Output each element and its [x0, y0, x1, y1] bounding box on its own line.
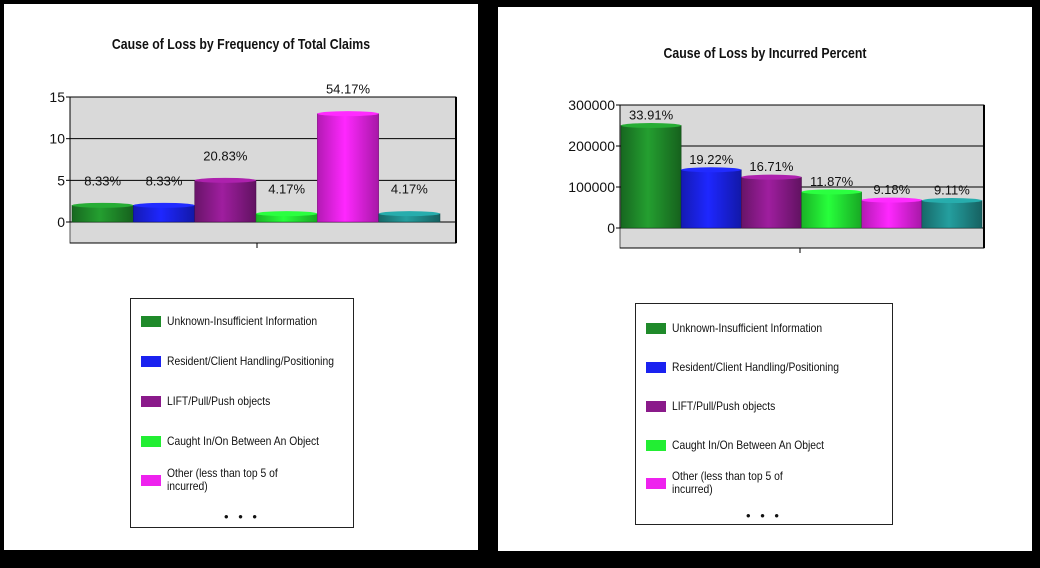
y-tick-label: 0 [607, 220, 615, 236]
bar [620, 125, 682, 229]
legend-more: • • • [746, 508, 782, 523]
data-label: 20.83% [203, 148, 248, 163]
data-label: 8.33% [84, 173, 121, 188]
legend-item: Resident/Client Handling/Positioning [646, 361, 866, 374]
bar [801, 191, 862, 229]
bar-chart-frequency: 15 10 5 0 8.33% 8.33% 20.83% 4.17% 54.17% 4.17% [49, 82, 457, 248]
y-tick-label: 10 [49, 131, 65, 147]
data-label: 16.71% [749, 159, 794, 174]
y-tick-label: 100000 [568, 179, 615, 195]
legend-item: LIFT/Pull/Push objects [646, 400, 792, 413]
chart-panel-frequency: Cause of Loss by Frequency of Total Clai… [4, 4, 478, 550]
legend-incurred: Unknown-Insufficient Information Residen… [635, 303, 893, 525]
data-label: 4.17% [268, 182, 305, 197]
legend-more: • • • [224, 509, 260, 524]
bar-top [72, 202, 134, 208]
bar-top [861, 197, 922, 203]
bar [680, 169, 742, 229]
legend-item: Unknown-Insufficient Information [141, 315, 342, 328]
chart-title: Cause of Loss by Frequency of Total Clai… [111, 36, 371, 53]
bar [861, 199, 923, 229]
chart-title: Cause of Loss by Incurred Percent [663, 45, 867, 62]
bar-top [921, 198, 982, 204]
legend-swatch [646, 440, 666, 451]
legend-item: Caught In/On Between An Object [646, 439, 849, 452]
legend-item: Resident/Client Handling/Positioning [141, 355, 361, 368]
data-label: 8.33% [146, 173, 183, 188]
data-label: 9.18% [873, 182, 910, 197]
legend-frequency: Unknown-Insufficient Information Residen… [130, 298, 354, 528]
data-label: 11.87% [810, 174, 854, 189]
bar-top [133, 202, 195, 208]
bar-top [681, 167, 742, 173]
bar-top [621, 123, 682, 128]
legend-swatch [141, 474, 161, 486]
legend-swatch [646, 323, 666, 334]
bar-top [801, 189, 862, 195]
data-label: 9.11% [934, 183, 970, 198]
data-label: 4.17% [391, 182, 428, 197]
legend-swatch [141, 316, 161, 327]
legend-swatch [646, 362, 666, 373]
bar-top [255, 211, 318, 217]
bar-top [378, 211, 441, 217]
bar-chart-incurred: 300000 200000 100000 0 33.91% 19.22% 16.71% 11.… [568, 97, 985, 253]
y-tick-label: 15 [49, 89, 65, 105]
data-label: 54.17% [326, 82, 371, 97]
data-label: 19.22% [689, 152, 734, 167]
legend-item: Caught In/On Between An Object [141, 435, 344, 448]
bar [194, 180, 257, 223]
legend-item: Other (less than top 5 of incurred) [646, 470, 822, 496]
legend-swatch [646, 477, 666, 489]
legend-swatch [141, 396, 161, 407]
bar-top [317, 111, 379, 117]
legend-swatch [646, 401, 666, 412]
bar [317, 113, 379, 223]
chart-panel-incurred: Cause of Loss by Incurred Percent 300000… [498, 7, 1032, 551]
y-tick-label: 300000 [568, 97, 615, 113]
y-tick-label: 200000 [568, 138, 615, 154]
y-tick-label: 5 [57, 172, 65, 188]
legend-swatch [141, 356, 161, 367]
bar-top [194, 177, 256, 183]
legend-item: Unknown-Insufficient Information [646, 322, 847, 335]
legend-item: LIFT/Pull/Push objects [141, 395, 287, 408]
y-tick-label: 0 [57, 214, 65, 230]
bar [741, 176, 802, 229]
bar [921, 200, 983, 229]
data-label: 33.91% [629, 108, 674, 123]
bar-top [741, 174, 802, 180]
legend-swatch [141, 436, 161, 447]
legend-item: Other (less than top 5 of incurred) [141, 467, 317, 493]
